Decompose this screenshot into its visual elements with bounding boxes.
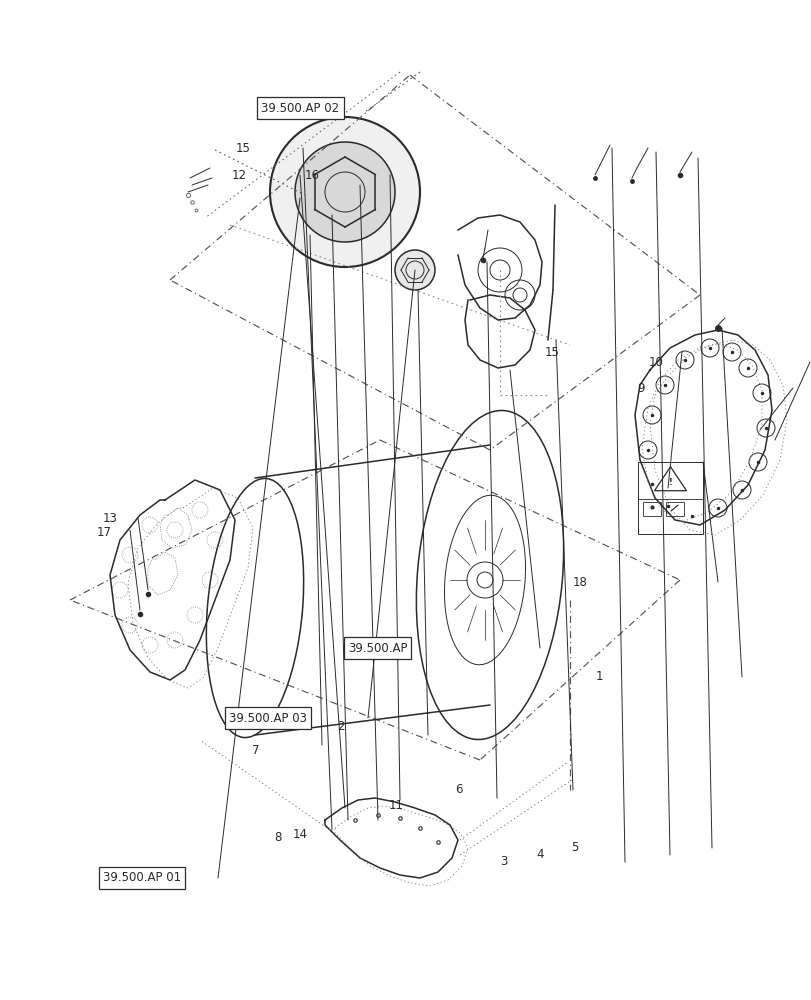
Text: 7: 7 [251,744,260,756]
Text: 4: 4 [535,848,543,861]
Text: 39.500.AP: 39.500.AP [347,642,407,654]
Text: 15: 15 [236,142,251,155]
Text: 17: 17 [97,526,111,538]
Text: 16: 16 [305,169,320,182]
Text: 1: 1 [594,670,603,684]
Text: 2: 2 [337,720,345,734]
Text: 18: 18 [573,576,587,588]
Text: !: ! [667,478,672,487]
Text: 10: 10 [648,356,663,368]
Circle shape [394,250,435,290]
Text: 39.500.AP 03: 39.500.AP 03 [229,712,307,724]
Text: 5: 5 [570,841,578,854]
Text: 39.500.AP 02: 39.500.AP 02 [261,102,339,115]
Text: 39.500.AP 01: 39.500.AP 01 [103,871,181,884]
Text: 6: 6 [454,783,462,796]
Text: 14: 14 [293,828,307,841]
Text: 9: 9 [637,381,645,394]
Text: 15: 15 [544,346,559,359]
Text: 3: 3 [499,855,507,868]
Text: 8: 8 [273,831,281,844]
FancyBboxPatch shape [637,462,702,534]
Text: 12: 12 [232,169,247,182]
Circle shape [294,142,394,242]
Circle shape [270,117,419,267]
Text: 13: 13 [102,512,117,524]
Text: 11: 11 [388,799,403,812]
